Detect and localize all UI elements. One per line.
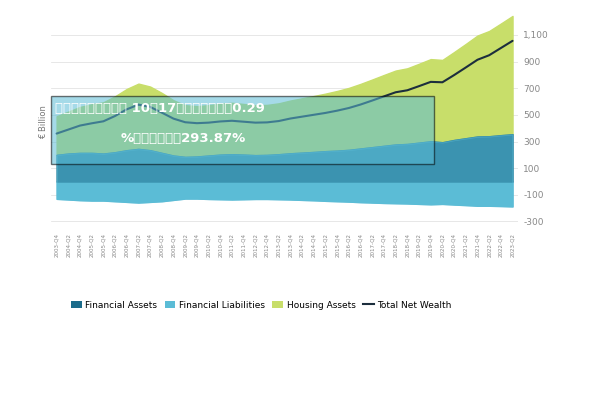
Y-axis label: € Billion: € Billion: [39, 105, 48, 138]
Text: %，转股溢价率293.87%: %，转股溢价率293.87%: [121, 132, 246, 145]
Text: 期货配资利息是多少 10月17日科沃转债上涨0.29: 期货配资利息是多少 10月17日科沃转债上涨0.29: [55, 102, 265, 115]
FancyBboxPatch shape: [51, 96, 434, 164]
Legend: Financial Assets, Financial Liabilities, Housing Assets, Total Net Wealth: Financial Assets, Financial Liabilities,…: [67, 297, 455, 313]
